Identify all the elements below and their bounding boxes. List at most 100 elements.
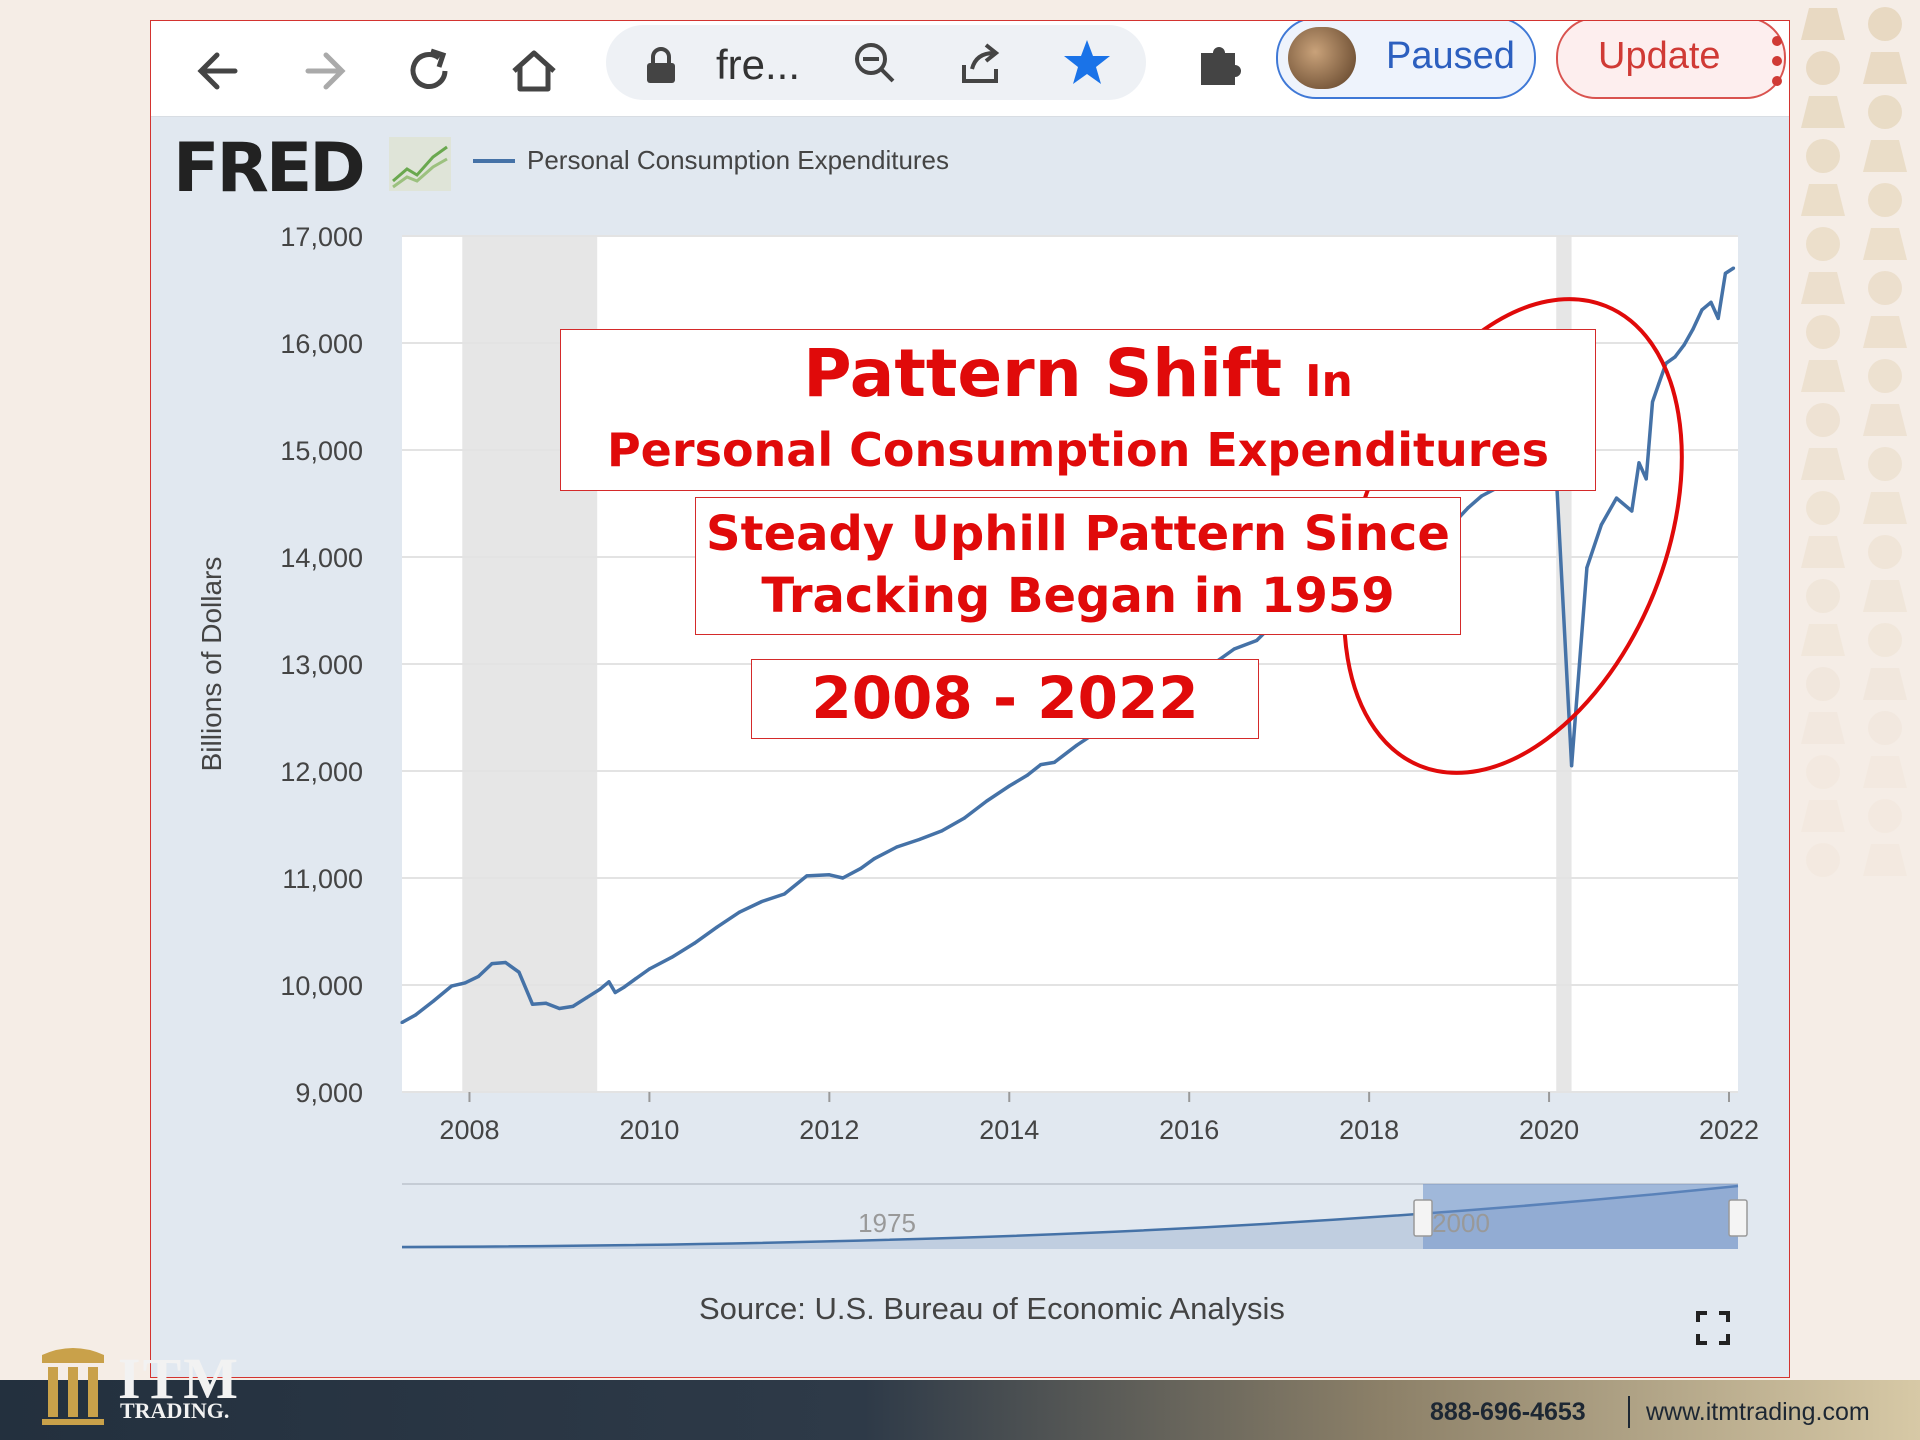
data-point — [400, 1020, 404, 1025]
lock-icon — [647, 47, 675, 83]
y-tick-label: 13,000 — [280, 650, 363, 680]
x-tick-label: 2014 — [979, 1115, 1039, 1145]
pattern-shape — [1863, 316, 1907, 348]
forward-arrow-icon[interactable] — [296, 43, 352, 99]
pattern-shape — [1868, 711, 1902, 745]
pattern-shape — [1863, 140, 1907, 172]
pattern-shape — [1801, 272, 1845, 304]
data-point — [503, 960, 508, 965]
data-point — [805, 874, 809, 878]
data-point — [1716, 316, 1720, 320]
data-point — [962, 816, 966, 820]
pattern-shape — [1863, 52, 1907, 84]
data-point — [1007, 784, 1011, 788]
data-point — [737, 910, 741, 914]
data-point — [431, 999, 436, 1003]
navigator-handle-right[interactable] — [1728, 1199, 1748, 1237]
pattern-shape — [1806, 755, 1840, 789]
pattern-shape — [1806, 315, 1840, 349]
data-point — [782, 892, 786, 896]
bookmark-star-icon[interactable] — [1061, 37, 1113, 87]
x-tick-label: 2008 — [439, 1115, 499, 1145]
data-point — [598, 987, 602, 991]
pattern-shape — [1868, 359, 1902, 393]
data-point — [544, 1001, 548, 1005]
website-url[interactable]: www.itmtrading.com — [1646, 1398, 1870, 1426]
footer-divider — [1628, 1396, 1630, 1428]
pattern-shape — [1801, 624, 1845, 656]
data-point — [1657, 382, 1661, 386]
data-point — [1075, 743, 1079, 747]
pattern-shape — [1868, 95, 1902, 129]
y-tick-label: 12,000 — [280, 757, 363, 787]
navigator-label: 2000 — [1432, 1208, 1490, 1238]
data-point — [1682, 343, 1686, 347]
legend-label: Personal Consumption Expenditures — [527, 145, 950, 175]
data-point — [1232, 647, 1236, 651]
browser-toolbar: fre... Paused Update — [151, 21, 1789, 117]
data-point — [1709, 300, 1713, 304]
pattern-shape — [1806, 51, 1840, 85]
update-label: Update — [1598, 35, 1721, 77]
address-bar[interactable]: fre... — [606, 25, 1146, 100]
data-point — [1255, 638, 1259, 643]
pattern-shape — [1806, 843, 1840, 877]
update-button[interactable]: Update — [1556, 21, 1786, 99]
data-point — [841, 876, 845, 880]
avatar — [1288, 27, 1356, 89]
extensions-puzzle-icon[interactable] — [1191, 35, 1247, 91]
x-tick-label: 2012 — [799, 1115, 859, 1145]
reload-icon[interactable] — [401, 43, 457, 99]
title-annotation-box: Pattern Shift In Personal Consumption Ex… — [560, 329, 1596, 491]
data-point — [476, 974, 481, 979]
url-text: fre... — [716, 41, 801, 88]
zoom-out-icon[interactable] — [851, 39, 899, 87]
pattern-shape — [1863, 492, 1907, 524]
pattern-shape — [1806, 227, 1840, 261]
pattern-shape — [1806, 579, 1840, 613]
y-tick-label: 9,000 — [295, 1078, 363, 1108]
data-point — [1723, 271, 1728, 276]
pattern-shape — [1863, 580, 1907, 612]
data-point — [530, 1002, 535, 1006]
x-tick-label: 2018 — [1339, 1115, 1399, 1145]
pattern-shape — [1801, 184, 1845, 216]
data-point — [1731, 266, 1736, 270]
x-tick-label: 2010 — [619, 1115, 679, 1145]
more-menu-icon[interactable] — [1766, 27, 1788, 97]
home-icon[interactable] — [506, 43, 562, 99]
fullscreen-icon[interactable] — [1696, 1311, 1730, 1345]
y-tick-label: 11,000 — [282, 864, 363, 894]
range-annotation-box: 2008 - 2022 — [751, 659, 1259, 739]
pattern-shape — [1806, 403, 1840, 437]
profile-paused-button[interactable]: Paused — [1276, 21, 1536, 99]
annotation-range: 2008 - 2022 — [811, 664, 1199, 732]
data-point — [1025, 773, 1029, 777]
pattern-shape — [1868, 271, 1902, 305]
data-point — [1569, 764, 1574, 768]
itm-brand-sub: TRADING. — [120, 1398, 230, 1423]
navigator-handle-left[interactable] — [1413, 1199, 1433, 1237]
x-tick-label: 2020 — [1519, 1115, 1579, 1145]
pattern-shape — [1801, 96, 1845, 128]
source-note: Source: U.S. Bureau of Economic Analysis — [699, 1291, 1285, 1326]
back-arrow-icon[interactable] — [191, 43, 247, 99]
data-point — [1637, 461, 1641, 465]
share-icon[interactable] — [956, 39, 1006, 87]
data-point — [607, 980, 611, 984]
pattern-shape — [1801, 712, 1845, 744]
navigator-selection[interactable] — [1423, 1184, 1738, 1249]
pattern-annotation-box: Steady Uphill Pattern Since Tracking Beg… — [695, 497, 1461, 635]
pattern-shape — [1806, 139, 1840, 173]
itm-pillar-logo-icon — [42, 1348, 104, 1425]
data-point — [1650, 400, 1655, 404]
x-tick-label: 2022 — [1699, 1115, 1759, 1145]
pattern-shape — [1806, 667, 1840, 701]
navigator-label: 1975 — [858, 1208, 916, 1238]
data-point — [1039, 762, 1043, 767]
data-point — [917, 837, 921, 842]
y-tick-label: 14,000 — [280, 543, 363, 573]
data-point — [584, 996, 589, 1000]
background-pattern — [1801, 7, 1907, 877]
data-point — [613, 990, 617, 995]
